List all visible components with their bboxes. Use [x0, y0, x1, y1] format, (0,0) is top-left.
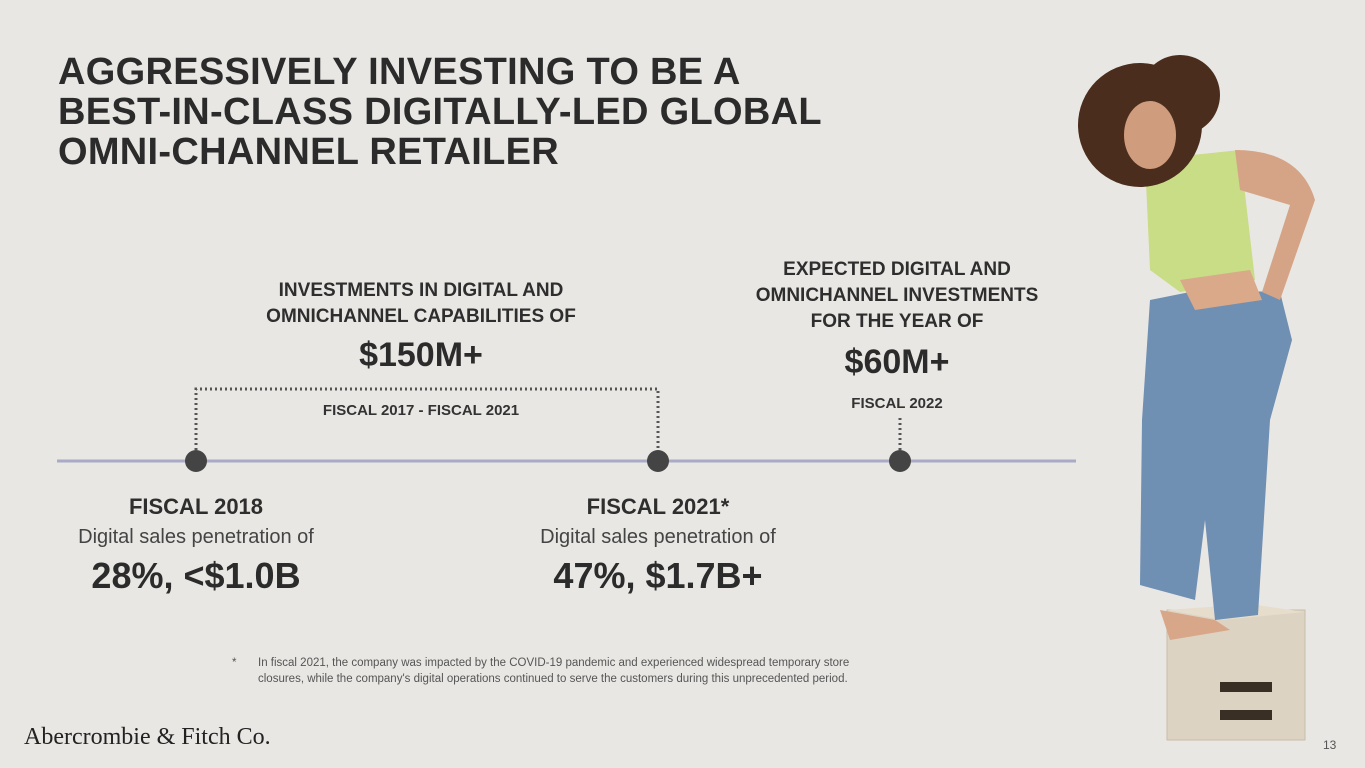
- page-number: 13: [1323, 738, 1337, 752]
- timeline-dot: [647, 450, 669, 472]
- heading-line: EXPECTED DIGITAL AND: [783, 259, 1011, 280]
- investments-period: FISCAL 2017 - FISCAL 2021: [322, 402, 520, 419]
- title-line: BEST-IN-CLASS DIGITALLY-LED GLOBAL: [58, 91, 822, 133]
- footnote-line: In fiscal 2021, the company was impacted…: [258, 657, 850, 669]
- heading-line: INVESTMENTS IN DIGITAL AND: [278, 280, 564, 301]
- range-bracket: [194, 387, 660, 450]
- milestone-description: Digital sales penetration of: [540, 526, 776, 548]
- expected-period: FISCAL 2022: [851, 395, 943, 412]
- milestone-year: FISCAL 2018: [128, 494, 264, 519]
- timeline-dot: [889, 450, 911, 472]
- milestone-value: 28%, <$1.0B: [91, 555, 301, 596]
- milestone-value: 47%, $1.7B+: [553, 555, 763, 596]
- timeline-dot: [185, 450, 207, 472]
- title-line: OMNI-CHANNEL RETAILER: [58, 131, 559, 173]
- title-line: AGGRESSIVELY INVESTING TO BE A: [58, 51, 741, 93]
- milestone: FISCAL 2021* Digital sales penetration o…: [508, 494, 808, 597]
- model-photo: [1078, 55, 1315, 741]
- milestone: FISCAL 2018 Digital sales penetration of…: [46, 494, 346, 597]
- slide-title: AGGRESSIVELY INVESTING TO BE A BEST-IN-C…: [58, 52, 822, 172]
- expected-heading: EXPECTED DIGITAL AND OMNICHANNEL INVESTM…: [697, 257, 1097, 335]
- milestone-description: Digital sales penetration of: [78, 526, 314, 548]
- company-logo: Abercrombie & Fitch Co.: [24, 724, 271, 750]
- footnote: In fiscal 2021, the company was impacted…: [258, 655, 849, 687]
- expected-amount: $60M+: [844, 343, 950, 381]
- milestone-year: FISCAL 2021*: [586, 494, 730, 519]
- heading-line: OMNICHANNEL INVESTMENTS: [755, 285, 1039, 306]
- heading-line: OMNICHANNEL CAPABILITIES OF: [266, 306, 576, 327]
- investments-heading: INVESTMENTS IN DIGITAL AND OMNICHANNEL C…: [196, 278, 646, 330]
- heading-line: FOR THE YEAR OF: [810, 311, 984, 332]
- footnote-line: closures, while the company's digital op…: [258, 673, 848, 685]
- investments-amount: $150M+: [359, 336, 483, 374]
- footnote-marker: *: [232, 657, 237, 669]
